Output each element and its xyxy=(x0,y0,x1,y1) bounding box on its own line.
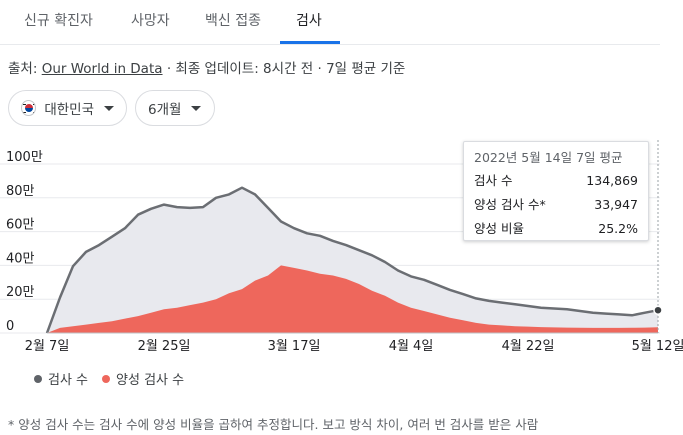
caret-down-icon xyxy=(104,105,114,111)
x-tick-label: 4월 22일 xyxy=(502,339,555,354)
tooltip-value: 25.2% xyxy=(598,221,638,236)
footnote: * 양성 검사 수는 검사 수에 양성 비율을 곱하여 추정합니다. 보고 방식… xyxy=(8,417,539,432)
tooltip-label: 양성 비율 xyxy=(474,221,524,236)
legend-dot xyxy=(102,374,111,383)
tooltip-label: 검사 수 xyxy=(474,173,513,188)
country-dropdown[interactable]: 대한민국 xyxy=(8,90,127,126)
tab-tests[interactable]: 검사 xyxy=(296,13,322,29)
legend-dot xyxy=(34,374,42,383)
x-tick-label: 4월 4일 xyxy=(389,339,434,354)
tooltip-date: 2022년 5월 14일 7일 평균 xyxy=(474,150,623,165)
tab-deaths[interactable]: 사망자 xyxy=(131,13,170,29)
legend-label: 검사 수 xyxy=(48,373,89,388)
source-suffix: · 최종 업데이트: 8시간 전 · 7일 평균 기준 xyxy=(162,61,406,77)
tests-line xyxy=(45,186,659,334)
chart-tooltip: 2022년 5월 14일 7일 평균 검사 수 134,869 양성 검사 수*… xyxy=(463,141,649,241)
korea-flag-icon xyxy=(21,100,37,116)
highlight-point xyxy=(653,305,663,315)
legend-item-positive: 양성 검사 수 xyxy=(102,369,184,388)
y-tick-label: 20만 xyxy=(6,285,35,300)
tooltip-value: 33,947 xyxy=(594,197,638,212)
x-tick-label: 2월 7일 xyxy=(25,339,70,354)
legend-label: 양성 검사 수 xyxy=(116,373,185,388)
x-tick-label: 5월 12일 xyxy=(632,339,683,354)
x-tick-label: 3월 17일 xyxy=(268,339,321,354)
tests-area xyxy=(47,187,658,333)
y-tick-label: 0 xyxy=(6,319,14,334)
tooltip-row-tests: 검사 수 134,869 xyxy=(474,169,638,193)
caret-down-icon xyxy=(191,105,202,111)
country-label: 대한민국 xyxy=(44,102,94,118)
y-tick-label: 100만 xyxy=(6,150,43,165)
tests-chart[interactable]: 0 20만 40만 60만 80만 100만 2월 7일 2월 25일 3월 17일 4월 4일… xyxy=(0,140,683,362)
y-tick-label: 60만 xyxy=(6,218,35,233)
tab-bar: 신규 확진자 사망자 백신 접종 검사 xyxy=(0,0,660,45)
chart-legend: 검사 수 양성 검사 수 xyxy=(34,369,198,388)
source-line: 출처: Our World in Data · 최종 업데이트: 8시간 전 ·… xyxy=(8,57,405,77)
y-tick-label: 40만 xyxy=(6,251,35,266)
positive-tests-area xyxy=(47,265,658,333)
tooltip-row-rate: 양성 비율 25.2% xyxy=(474,217,638,241)
source-link[interactable]: Our World in Data xyxy=(41,61,163,77)
tooltip-value: 134,869 xyxy=(586,173,638,188)
period-dropdown[interactable]: 6개월 xyxy=(135,90,215,126)
tooltip-label: 양성 검사 수* xyxy=(474,197,546,212)
tooltip-row-positive: 양성 검사 수* 33,947 xyxy=(474,193,638,217)
legend-item-tests: 검사 수 xyxy=(34,369,88,388)
tab-vaccinations[interactable]: 백신 접종 xyxy=(205,13,261,29)
source-prefix: 출처: xyxy=(8,61,42,77)
period-label: 6개월 xyxy=(148,102,182,118)
y-tick-label: 80만 xyxy=(6,184,35,199)
tab-new-cases[interactable]: 신규 확진자 xyxy=(24,13,93,29)
active-tab-indicator xyxy=(280,41,340,44)
x-tick-label: 2월 25일 xyxy=(138,339,191,354)
